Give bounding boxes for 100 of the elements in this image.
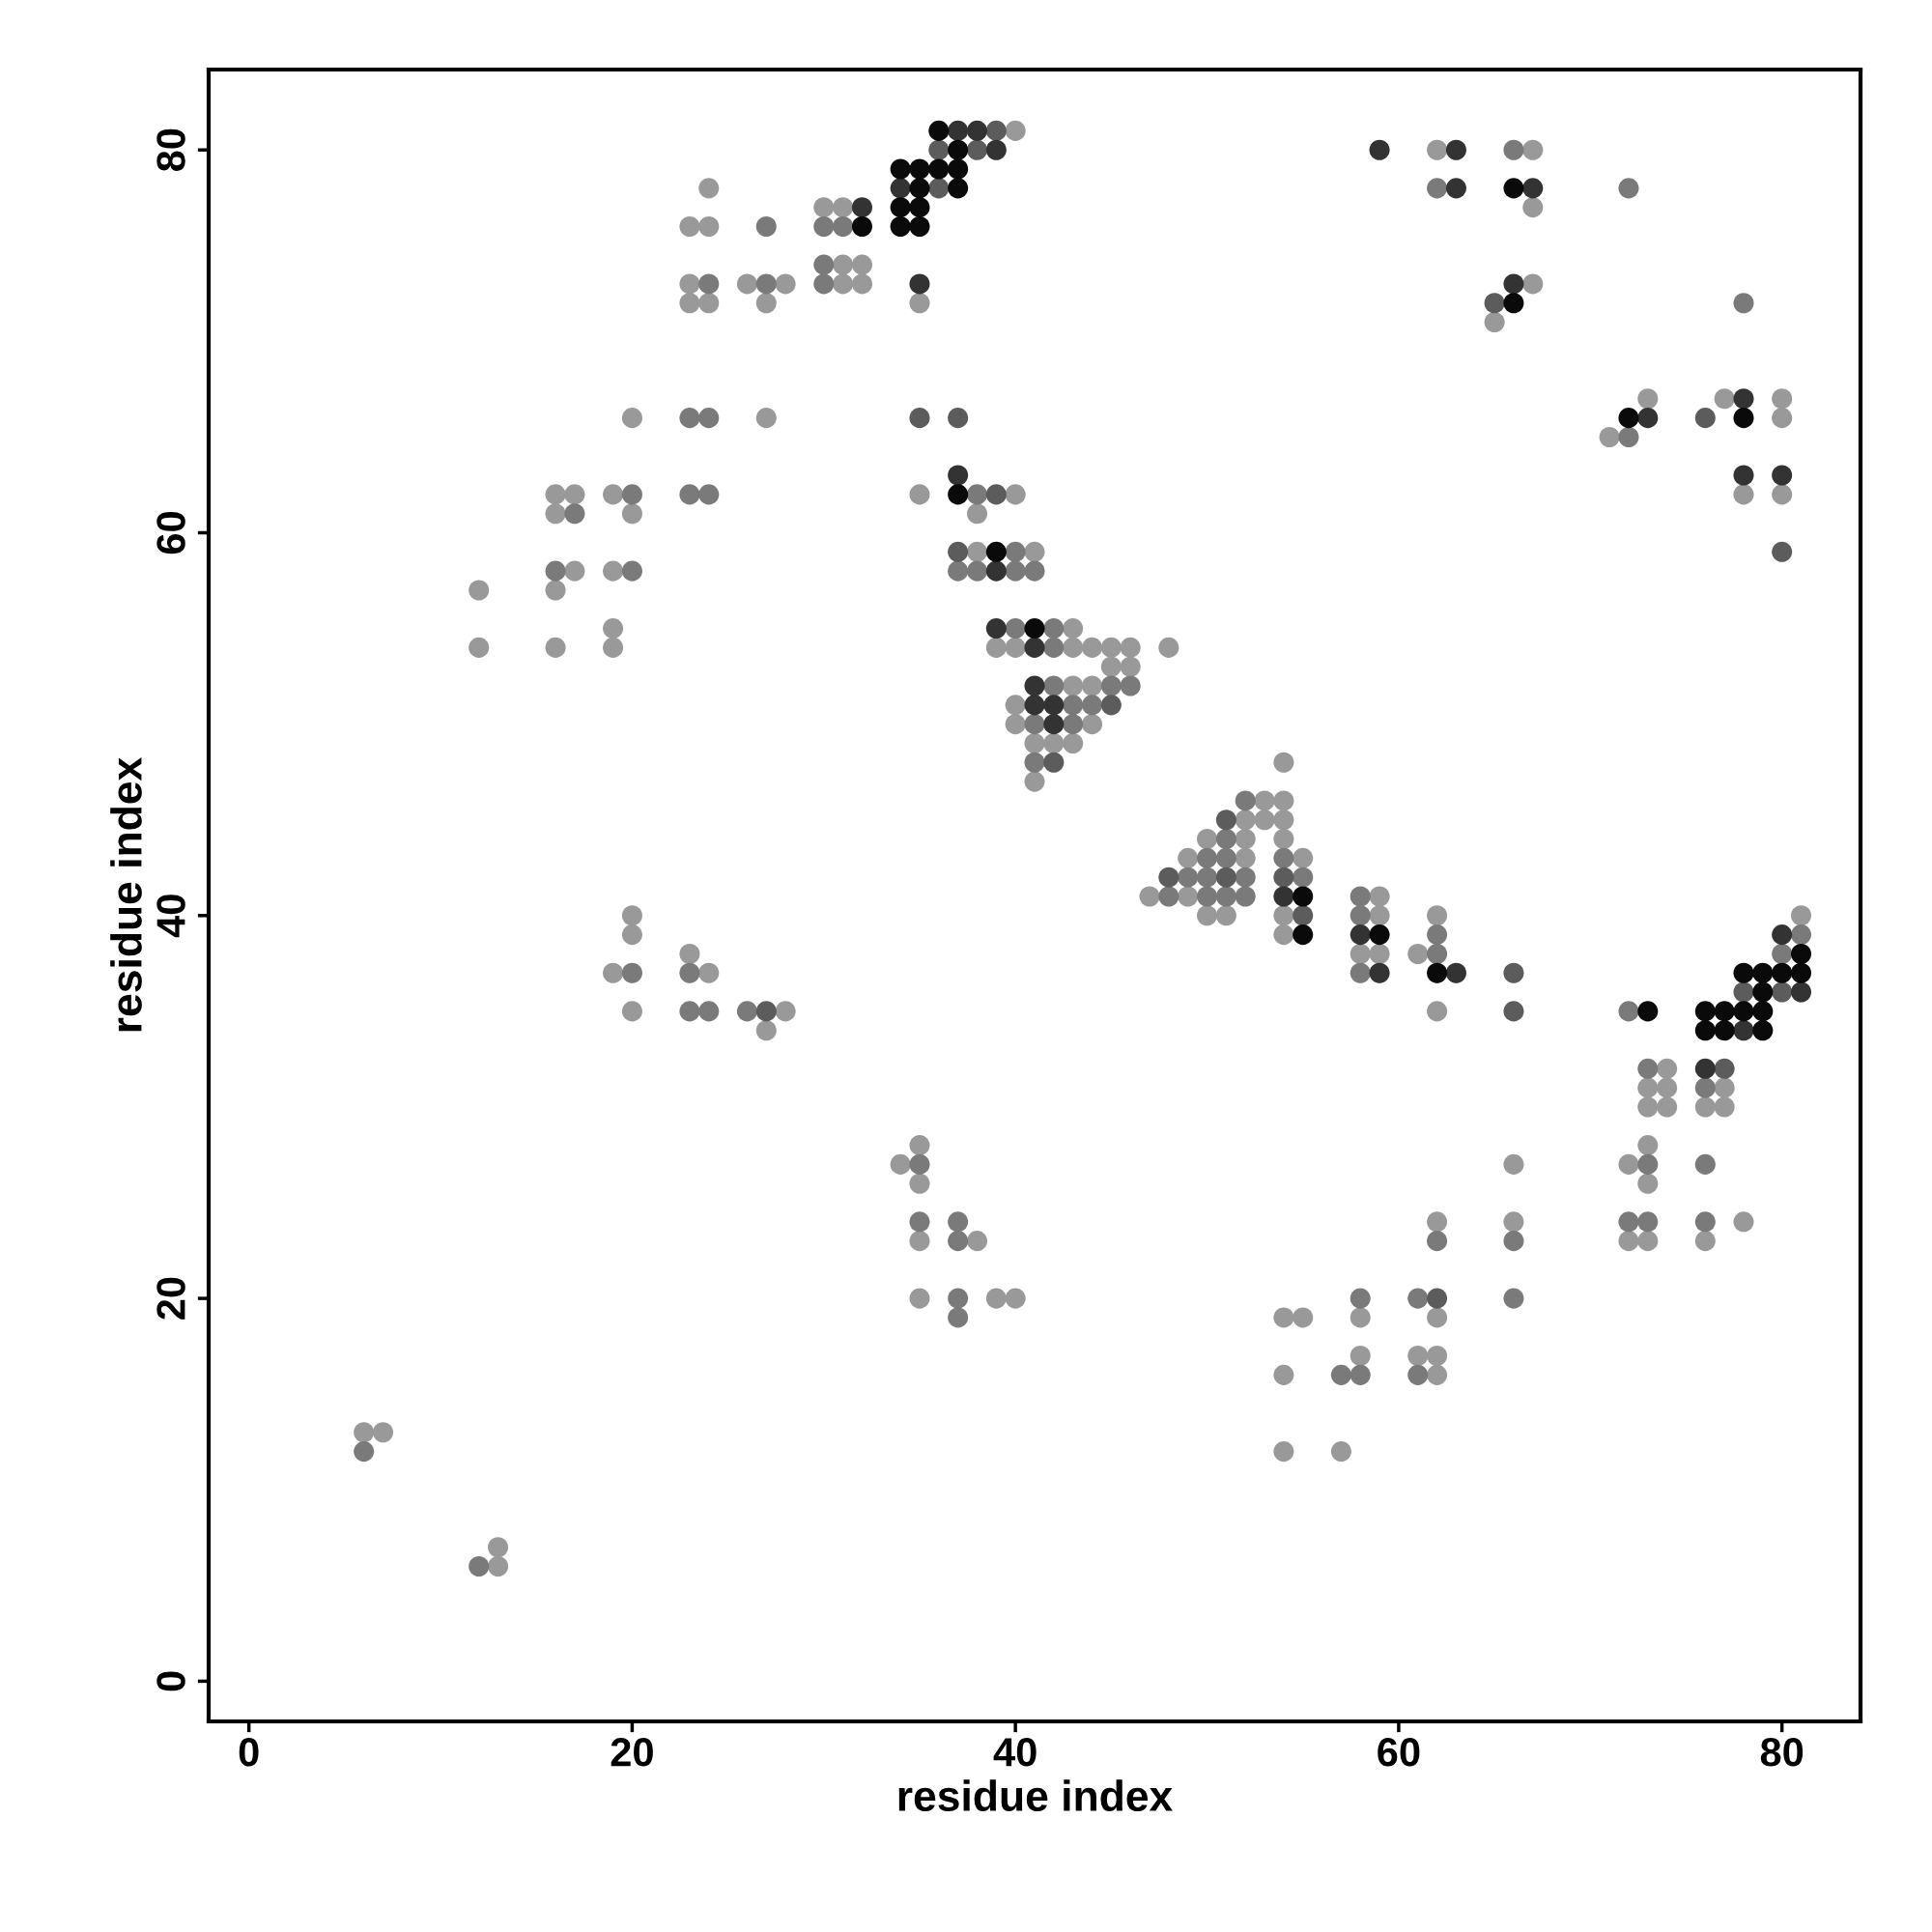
point [1158,867,1179,888]
point [1024,675,1045,696]
point [948,484,969,505]
point [1522,178,1544,199]
point [928,139,950,160]
point [1618,408,1639,429]
point [948,178,969,199]
point [928,120,950,141]
point [1772,541,1793,562]
point [1733,408,1754,429]
point [1024,695,1045,716]
y-tick-label: 40 [156,895,185,938]
point [1445,139,1466,160]
point [1293,924,1314,946]
point [948,158,969,180]
point [948,408,969,429]
point [1752,962,1774,983]
point [890,158,911,180]
x-tick-label: 0 [239,1738,259,1767]
x-tick-label: 20 [611,1738,653,1767]
point [1043,752,1065,773]
point [1733,1020,1754,1041]
point [928,178,950,199]
point [1752,1001,1774,1022]
point [755,1001,777,1022]
point [1043,714,1065,735]
point [1445,178,1466,199]
x-tick-label: 80 [1760,1738,1804,1767]
point [909,408,930,429]
point [928,158,950,180]
point [1100,695,1122,716]
x-tick-label: 60 [1378,1738,1420,1767]
point [1694,1001,1716,1022]
point [1503,273,1524,295]
point [1503,178,1524,199]
point [1752,981,1774,1003]
point [985,484,1007,505]
point [966,120,988,141]
point [985,139,1007,160]
y-tick-label: 20 [156,1277,185,1320]
point [1273,886,1294,907]
point [1273,867,1294,888]
point [948,465,969,486]
point [1772,465,1793,486]
point [1694,1058,1716,1079]
y-tick-label: 80 [156,128,185,172]
point [1733,981,1754,1003]
y-tick-label: 0 [156,1671,185,1691]
point [1694,408,1716,429]
point [1503,962,1524,983]
y-tick-label: 60 [156,512,185,554]
point [890,178,911,199]
point [1733,465,1754,486]
point [1752,1020,1774,1041]
point [985,560,1007,582]
point [1215,867,1236,888]
point [1733,962,1754,983]
point [1790,943,1812,964]
point [1733,1001,1754,1022]
point [890,197,911,218]
point [1772,962,1793,983]
point [1790,962,1812,983]
point [985,618,1007,639]
point [1790,981,1812,1003]
point [985,541,1007,562]
point [1772,981,1793,1003]
x-tick-label: 40 [993,1738,1037,1767]
point [1503,1001,1524,1022]
point [1694,1020,1716,1041]
point [1772,924,1793,946]
point [1484,293,1505,314]
x-axis-title: residue index [898,1779,1173,1812]
point [851,215,872,238]
point [966,139,988,160]
point [1714,1020,1735,1041]
point [948,541,969,562]
point [909,215,930,238]
point [1427,962,1448,983]
point [851,197,872,218]
y-axis-title: residue index [110,757,142,1032]
point [1369,962,1390,983]
point [909,197,930,218]
point [1503,293,1524,314]
point [909,273,930,295]
point [1350,924,1371,946]
point [890,215,911,238]
point [1714,1058,1735,1079]
point [1733,388,1754,410]
point [909,178,930,199]
point [1637,408,1659,429]
point [1043,695,1065,716]
point [1714,1001,1735,1022]
point [1293,886,1314,907]
point [985,120,1007,141]
point [1427,1288,1448,1309]
point [1369,924,1390,946]
point [1293,905,1314,926]
point [1024,637,1045,658]
point [948,139,969,160]
point [909,158,930,180]
